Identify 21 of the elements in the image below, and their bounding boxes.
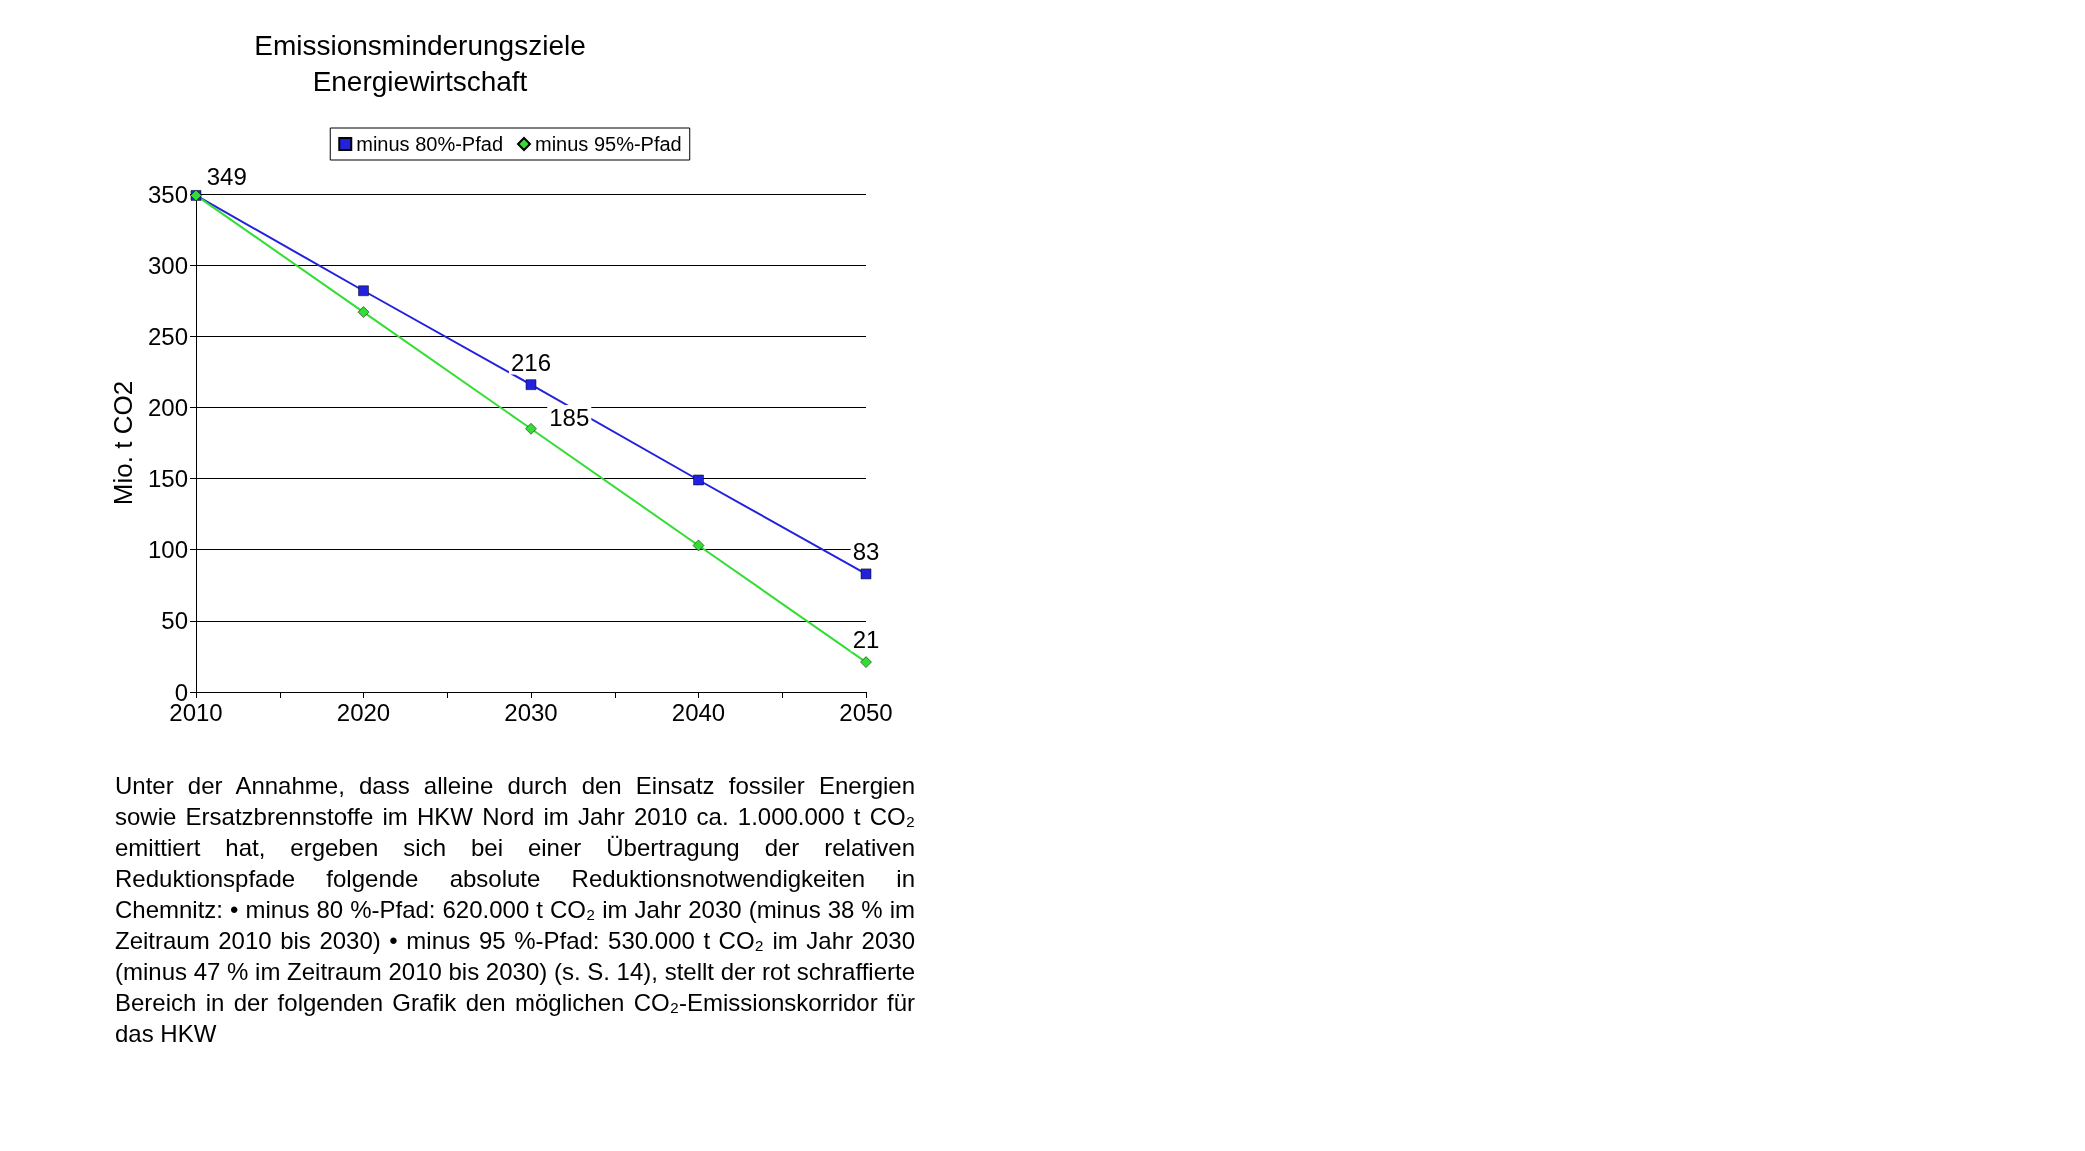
- y-tick-label: 50: [161, 607, 188, 635]
- data-label: 83: [852, 538, 880, 566]
- data-label: 349: [206, 162, 247, 190]
- y-tick-label: 250: [147, 322, 188, 350]
- data-label: 185: [549, 403, 590, 431]
- data-label: 21: [852, 625, 880, 653]
- y-tick-label: 300: [147, 251, 188, 279]
- x-tick-label: 2030: [504, 698, 558, 726]
- legend-label: minus 80%-Pfad: [356, 133, 504, 155]
- x-tick-label: 2050: [839, 698, 893, 726]
- y-tick-label: 200: [147, 393, 188, 421]
- x-tick-label: 2040: [671, 698, 726, 726]
- y-tick-label: 100: [147, 536, 188, 564]
- data-label: 216: [510, 348, 552, 376]
- text: Unter der Annahme, dass alleine durch den Einsatz fossiler Energien sowie Ersatzbrennstoffe im HKW Nord im Jahr 2010 ca. 1.000.000 t CO₂ emittiert hat, ergeben sich bei einer Übertragung der relativen Reduktionspfade folgende absolute Reduktionsnotwendigkeiten in Chemnitz: • minus 80 %-Pfad: 620.000 t CO₂ im Jahr 2030 (minus 38 % im Zeitraum 2010 bis 2030) • minus 95 %-Pfad: 530.000 t CO₂ im Jahr 2030 (minus 47 % im Zeitraum 2010 bis 2030) (s. S. 14), stellt der rot schraffierte Bereich in der folgenden Grafik den möglichen CO₂-Emissionskorridor für das HKW: [115, 772, 915, 1047]
- chart-title: Emissionsminderungsziele Energiewirtschaft: [254, 29, 586, 97]
- x-tick-label: 2020: [336, 698, 391, 726]
- y-tick-label: 150: [147, 465, 188, 493]
- legend-label: minus 95%-Pfad: [535, 133, 682, 155]
- y-tick-label: 350: [147, 180, 188, 208]
- y-axis-title: Mio. t CO2: [108, 380, 138, 506]
